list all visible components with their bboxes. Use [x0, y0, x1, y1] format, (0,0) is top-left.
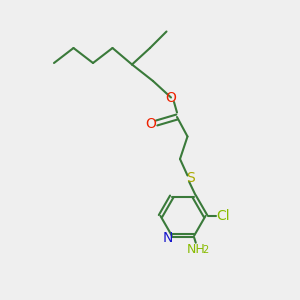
Text: NH: NH: [187, 243, 206, 256]
Text: O: O: [145, 118, 156, 131]
Text: Cl: Cl: [217, 209, 230, 223]
Text: S: S: [186, 172, 195, 185]
Text: N: N: [163, 232, 173, 245]
Text: O: O: [166, 91, 176, 104]
Text: 2: 2: [202, 244, 208, 255]
